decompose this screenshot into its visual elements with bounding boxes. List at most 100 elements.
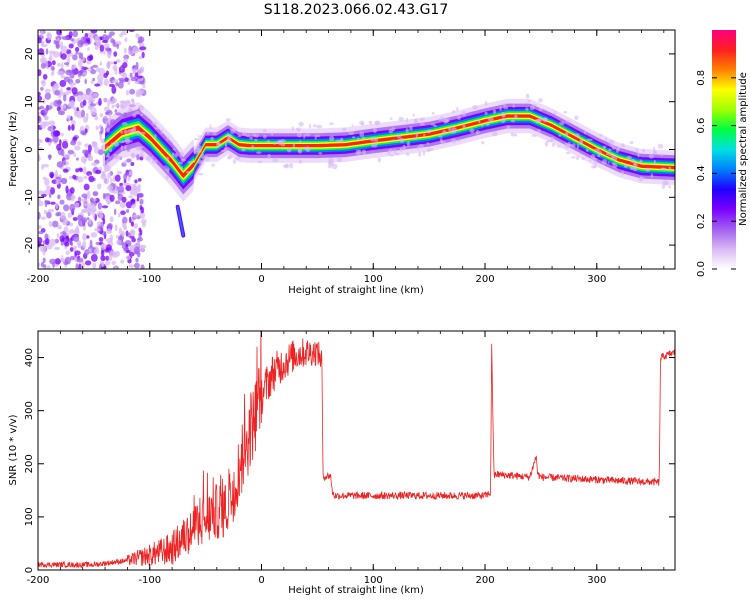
noise-blob	[73, 152, 76, 158]
noise-blob	[127, 50, 134, 56]
noise-blob	[100, 249, 105, 257]
ridge-speckle	[170, 155, 175, 159]
noise-blob	[128, 252, 135, 257]
ridge-speckle	[390, 139, 397, 142]
noise-blob	[98, 237, 104, 242]
ridge-speckle	[370, 137, 376, 142]
ridge-speckle	[602, 145, 605, 151]
ridge-speckle	[585, 148, 589, 152]
ridge-speckle	[226, 133, 233, 139]
noise-blob	[54, 89, 61, 96]
noise-blob	[51, 220, 59, 228]
noise-blob	[137, 68, 143, 75]
noise-blob	[40, 193, 47, 198]
noise-blob	[83, 175, 88, 180]
noise-blob	[123, 47, 127, 54]
snr-xlabel: Height of straight line (km)	[288, 585, 424, 596]
noise-blob	[111, 97, 118, 104]
noise-blob	[85, 37, 91, 42]
ridge-speckle	[187, 160, 194, 164]
noise-blob	[87, 55, 93, 62]
ridge-speckle	[611, 145, 617, 150]
ridge-speckle	[439, 138, 443, 144]
noise-blob	[62, 104, 66, 109]
noise-blob	[84, 143, 90, 148]
ridge-speckle	[653, 147, 656, 152]
noise-blob	[91, 162, 98, 166]
ridge-speckle	[485, 121, 490, 126]
noise-blob	[130, 76, 137, 82]
noise-blob	[128, 171, 133, 176]
ridge-speckle	[564, 132, 569, 137]
ridge-speckle	[630, 159, 635, 163]
noise-blob	[111, 260, 116, 265]
noise-blob	[38, 236, 43, 244]
noise-blob	[99, 113, 104, 118]
ridge-speckle	[113, 155, 119, 160]
noise-blob	[82, 43, 89, 47]
ridge-speckle	[361, 136, 366, 141]
ridge-speckle	[608, 148, 612, 152]
noise-blob	[92, 64, 98, 68]
ridge-speckle	[537, 128, 541, 134]
noise-blob	[124, 77, 129, 82]
noise-blob	[70, 197, 75, 202]
ridge-speckle	[359, 120, 365, 125]
ridge-speckle	[409, 125, 413, 131]
ridge-speckle	[398, 116, 404, 122]
noise-blob	[38, 111, 41, 117]
noise-blob	[55, 40, 60, 48]
noise-blob	[43, 209, 48, 215]
noise-blob	[126, 158, 132, 163]
ridge-speckle	[373, 142, 378, 148]
noise-blob	[38, 37, 42, 44]
ridge-speckle	[544, 140, 549, 147]
noise-blob	[135, 33, 140, 39]
noise-blob	[99, 44, 105, 52]
noise-blob	[38, 95, 43, 102]
ridge-speckle	[224, 142, 228, 148]
ridge-speckle	[200, 153, 206, 159]
ridge-speckle	[412, 137, 418, 140]
ridge-speckle	[196, 147, 201, 153]
noise-blob	[78, 263, 82, 269]
spectrogram-xtick-label: 100	[364, 274, 383, 285]
ridge-speckle	[328, 157, 334, 163]
ridge-speckle	[484, 111, 488, 115]
snr-xtick-label: 100	[364, 575, 383, 586]
noise-blob	[67, 124, 71, 131]
ridge-speckle	[559, 121, 565, 126]
noise-blob	[99, 132, 103, 141]
ridge-speckle	[525, 93, 530, 99]
noise-blob	[113, 104, 120, 108]
ridge-speckle	[481, 124, 484, 127]
noise-blob	[92, 262, 97, 269]
noise-blob	[77, 72, 82, 77]
ridge-speckle	[593, 165, 597, 168]
noise-blob	[111, 85, 117, 94]
noise-blob	[59, 235, 65, 242]
ridge-speckle	[594, 160, 597, 165]
noise-blob	[51, 60, 56, 66]
ridge-speckle	[642, 148, 645, 153]
ridge-speckle	[418, 152, 422, 157]
snr-ticks: -200 -100 0 100 200 300 0 100 200 300 400	[24, 331, 675, 586]
noise-blob	[42, 108, 48, 115]
noise-blob	[130, 198, 136, 205]
ridge-speckle	[197, 159, 202, 165]
noise-blob	[65, 250, 70, 255]
ridge-speckle	[623, 164, 629, 168]
ridge-speckle	[361, 149, 367, 155]
noise-blob	[63, 94, 67, 102]
ridge-speckle	[113, 153, 119, 156]
noise-blob	[106, 200, 111, 205]
ridge-speckle	[398, 138, 402, 142]
noise-blob	[105, 62, 111, 69]
ridge-speckle	[288, 162, 294, 169]
spectrogram-ytick-label: -20	[24, 237, 35, 253]
ridge-speckle	[132, 126, 137, 131]
ridge-speckle	[298, 140, 302, 143]
ridge-speckle	[351, 124, 354, 127]
ridge-speckle	[166, 136, 170, 141]
